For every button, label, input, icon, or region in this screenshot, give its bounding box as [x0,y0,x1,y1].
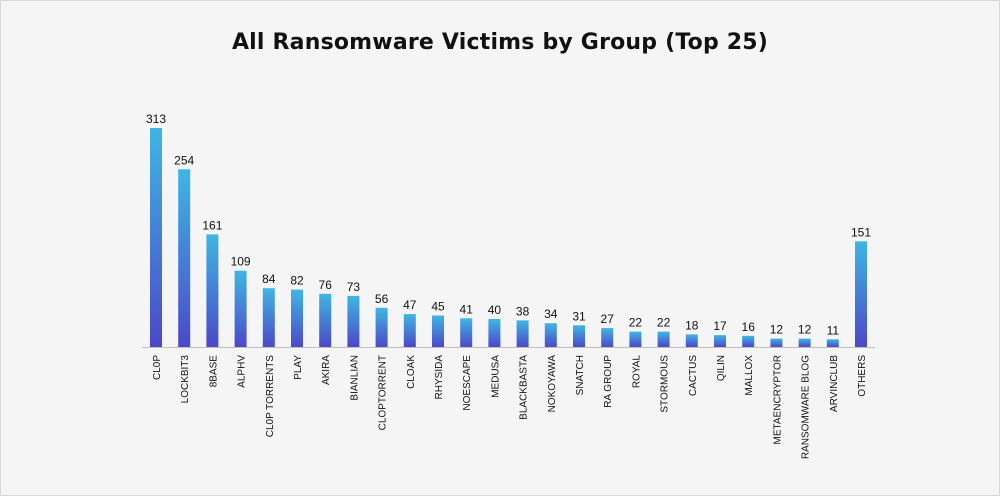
category-label: CACTUS [688,355,699,396]
category-label: RANSOMWARE BLOG [801,355,812,459]
bar-arvinclub [826,339,839,347]
value-label: 11 [827,323,840,337]
value-label: 27 [601,312,615,326]
category-label: STORMOUS [660,355,671,413]
category-label: CLOPTORRENT [378,355,389,430]
bar-metaencryptor [770,338,783,347]
bar-mallox [742,335,755,347]
bar-play [291,289,303,347]
value-label: 254 [174,153,194,167]
category-label: OTHERS [857,355,868,397]
value-label: 76 [319,278,333,292]
bar-rhysida [432,315,444,347]
category-label: BIANLIAN [349,355,360,401]
bar-qilin [714,335,726,347]
value-label: 38 [516,304,530,318]
value-label: 16 [742,320,756,334]
value-label: 45 [431,300,445,314]
bar-lockbit3 [178,169,191,347]
bar-medusa [488,319,501,347]
bar-cactus [685,334,698,347]
value-label: 82 [290,274,304,288]
value-label: 12 [798,323,812,337]
bar-ra-group [601,328,614,347]
bar-bianlian [347,295,360,347]
category-label: NOKOYAWA [547,355,558,413]
category-label: ARVINCLUB [829,355,840,412]
category-label: ALPHV [237,355,248,388]
value-label: 22 [629,316,643,330]
bar-alphv [234,270,247,347]
value-label: 40 [488,303,502,317]
bar-cl0p [150,128,162,347]
bar-8base [206,234,219,347]
category-label: BLACKBASTA [519,355,530,420]
bar-stormous [657,331,670,347]
category-label: PLAY [293,355,304,380]
bar-noescape [460,318,473,347]
value-label: 17 [713,319,727,333]
category-label: METAENCRYPTOR [772,355,783,444]
category-label: CLOAK [406,355,417,389]
value-label: 73 [347,280,361,294]
category-label: MALLOX [744,355,755,396]
bar-royal [629,331,642,347]
category-label: RA GROUP [603,355,614,408]
value-label: 151 [851,225,871,239]
value-label: 313 [146,112,166,126]
bar-cloptorrent [375,307,388,347]
bars-group [150,128,867,347]
bar-cl0p-torrents [262,288,275,347]
category-label: 8BASE [208,355,219,388]
value-label: 34 [544,307,558,321]
chart-title: All Ransomware Victims by Group (Top 25) [231,30,769,55]
value-label: 12 [770,323,784,337]
bar-nokoyawa [544,323,557,347]
category-label: CL0P TORRENTS [265,355,276,438]
bar-cloak [403,314,416,347]
category-label: CL0P [152,355,163,380]
value-label: 41 [460,302,474,316]
value-label: 22 [657,316,671,330]
value-label: 18 [685,318,699,332]
value-label: 47 [403,298,417,312]
category-label: LOCKBIT3 [180,355,191,404]
category-label: QILIN [716,355,727,381]
value-label: 161 [202,218,222,232]
category-label: AKIRA [321,355,332,385]
value-labels-group: 313 254 161 109 84 82 76 73 56 47 45 41 40 38 34 31 27 22… [146,112,871,337]
bar-snatch [573,325,585,347]
category-labels-group: CL0P LOCKBIT3 8BASE ALPHV CL0P TORRENTS PLAY A… [152,355,868,460]
category-label: MEDUSA [490,355,501,398]
category-label: SNATCH [575,355,586,395]
value-label: 109 [231,255,251,269]
bar-akira [319,293,332,347]
value-label: 31 [572,309,586,323]
category-label: NOESCAPE [462,355,473,411]
bar-blackbasta [516,320,529,347]
bar-others [855,241,867,347]
category-label: RHYSIDA [434,355,445,400]
value-label: 84 [262,272,276,286]
value-label: 56 [375,292,389,306]
category-label: ROYAL [631,355,642,389]
bar-ransomware-blog [798,338,811,347]
